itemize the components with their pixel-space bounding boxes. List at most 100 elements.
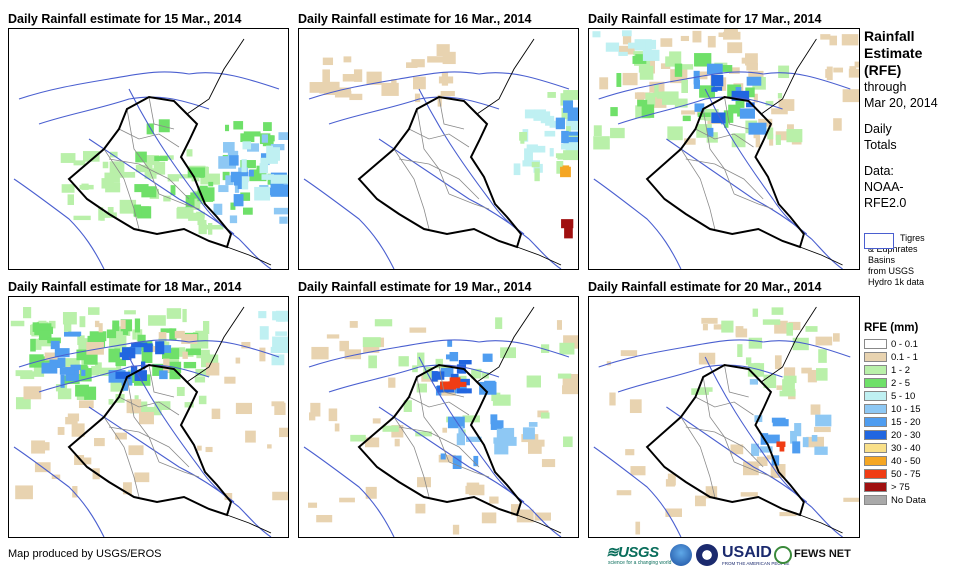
rainfall-pixel	[541, 459, 556, 468]
admin-boundary	[158, 193, 200, 210]
rainfall-pixel	[259, 163, 269, 174]
rainfall-pixel	[326, 334, 340, 339]
legend-swatch	[864, 469, 887, 479]
rainfall-pixel	[33, 365, 45, 377]
admin-boundary	[398, 426, 480, 468]
basin-boundary	[38, 96, 210, 125]
rainfall-pixel	[158, 119, 170, 133]
rainfall-pixel	[158, 332, 167, 339]
country-boundary	[645, 363, 805, 517]
rainfall-pixel	[308, 502, 318, 508]
map-canvas	[592, 29, 859, 269]
rainfall-pixel	[135, 164, 153, 173]
rainfall-pixel	[753, 93, 758, 103]
panel-title-16-mar: Daily Rainfall estimate for 16 Mar., 201…	[298, 12, 532, 26]
basin-boundary	[378, 406, 525, 503]
coastline	[799, 514, 843, 534]
rainfall-pixel	[520, 135, 525, 144]
rainfall-pixel	[88, 307, 100, 315]
panel-title-20-mar: Daily Rainfall estimate for 20 Mar., 201…	[588, 280, 822, 294]
usaid-logo: USAID	[722, 544, 772, 561]
rainfall-pixel	[540, 111, 551, 124]
legend-item: 40 - 50	[864, 455, 964, 468]
rainfall-pixel	[490, 420, 504, 430]
rainfall-pixel	[416, 383, 427, 393]
rainfall-pixels	[308, 317, 578, 535]
rainfall-pixel	[555, 117, 565, 130]
basin-boundary	[528, 506, 562, 537]
basin-boundary	[617, 364, 783, 393]
panel-title-19-mar: Daily Rainfall estimate for 19 Mar., 201…	[298, 280, 532, 294]
rainfall-pixel	[61, 184, 75, 193]
rainfall-pixel	[456, 433, 466, 446]
rainfall-pixel	[259, 326, 269, 340]
international-border	[476, 38, 535, 115]
rainfall-pixel	[691, 388, 709, 395]
rainfall-pixel	[707, 35, 716, 48]
basin-boundary	[378, 138, 525, 235]
rainfall-pixel	[68, 331, 82, 337]
rainfall-pixel	[339, 497, 355, 503]
rainfall-pixel	[350, 434, 366, 442]
basin-boundary	[598, 71, 764, 100]
rainfall-pixel	[271, 147, 281, 161]
basin-boundary	[18, 71, 190, 100]
noaa-logo-icon	[670, 544, 692, 566]
rainfall-pixel	[438, 454, 456, 463]
rainfall-pixel	[833, 118, 842, 131]
rainfall-pixel	[436, 44, 450, 57]
rainfall-pixel	[366, 71, 382, 85]
rainfall-pixel	[223, 142, 235, 153]
rainfall-pixels	[10, 307, 288, 501]
rainfall-pixel	[728, 104, 741, 114]
rainfall-pixel	[616, 73, 622, 87]
rainfall-pixel	[240, 192, 251, 201]
rainfall-pixel	[230, 171, 249, 183]
admin-boundary	[695, 396, 754, 416]
basin-boundary	[88, 138, 235, 235]
map-canvas	[13, 38, 288, 269]
basin-boundary	[763, 340, 851, 358]
sidebar-data-label: Data:	[864, 164, 894, 178]
rainfall-pixel	[181, 334, 198, 344]
rainfall-pixel	[699, 85, 716, 98]
rainfall-pixel	[174, 330, 185, 339]
rainfall-pixel	[751, 443, 760, 456]
rainfall-pixel	[10, 320, 25, 327]
rainfall-pixel	[334, 91, 352, 98]
rainfall-pixel	[84, 386, 97, 400]
rainfall-pixel	[60, 153, 76, 163]
rainfall-pixel	[843, 497, 859, 502]
sidebar-title-line: Rainfall	[864, 28, 915, 44]
rainfall-pixel	[165, 348, 179, 358]
admin-boundary	[438, 96, 465, 130]
legend-item: 50 - 75	[864, 468, 964, 481]
rainfall-pixel	[561, 130, 569, 144]
rainfall-pixel	[240, 160, 256, 169]
admin-boundary	[408, 128, 470, 148]
rainfall-pixel	[694, 103, 705, 112]
rainfall-pixel	[270, 346, 288, 354]
rainfall-pixel	[748, 337, 763, 349]
rainfall-pixel	[131, 342, 148, 348]
partner-logos: ≋USGS science for a changing world USAID…	[606, 543, 856, 569]
rainfall-pixel	[254, 186, 271, 201]
rainfall-pixel	[756, 456, 768, 466]
rainfall-pixel	[802, 437, 809, 448]
rainfall-pixels	[309, 44, 578, 239]
basin-label: from USGS	[868, 266, 915, 276]
rainfall-pixel	[660, 38, 673, 47]
rainfall-pixel	[132, 329, 137, 340]
country-boundary	[67, 95, 233, 249]
rainfall-pixel	[349, 93, 363, 101]
basin-boundary	[18, 339, 190, 368]
basin-boundary	[328, 96, 500, 125]
rainfall-pixel	[415, 503, 426, 514]
admin-boundary	[680, 148, 716, 230]
basin-boundary	[238, 238, 272, 269]
rainfall-pixel	[740, 492, 758, 497]
rainfall-pixel	[258, 311, 267, 319]
rainfall-pixel	[72, 486, 78, 498]
rainfall-pixel	[99, 367, 118, 377]
rainfall-pixel	[119, 352, 134, 358]
